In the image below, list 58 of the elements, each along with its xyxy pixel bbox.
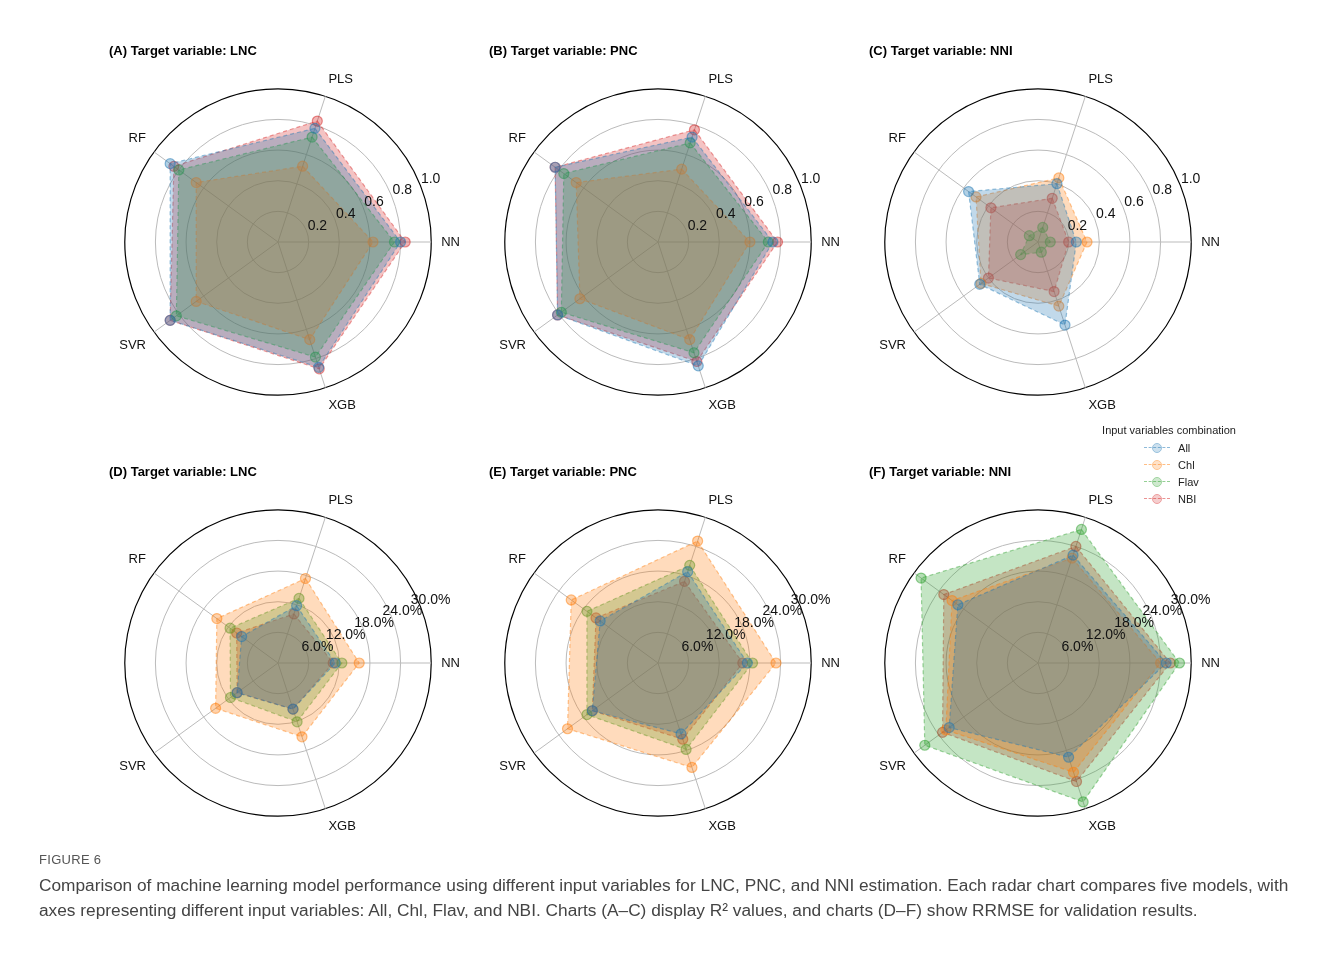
y-tick-label: 0.2 [307, 216, 328, 233]
y-tick-label: 0.6 [364, 193, 384, 210]
spoke-label: XGB [328, 817, 356, 833]
y-tick-label: 0.8 [1152, 181, 1173, 198]
legend-label: Flav [1178, 475, 1199, 488]
spoke-label: XGB [1088, 817, 1116, 833]
spoke-label: SVR [879, 758, 906, 774]
y-tick-label: 0.4 [715, 204, 736, 221]
spoke-label: RF [508, 129, 526, 145]
spoke-label: RF [128, 550, 146, 566]
spoke-label: PLS [1088, 491, 1114, 507]
text: Comparison of machine learning model performance using different input variables for LNC, PNC, and NNI estimation. Each radar chart compares five models, with axes representing different input variables: All, Chl, Flav, and NBI. Charts (A–C) display R² values, and charts (D–F) show RRMSE for validation results. [39, 874, 1289, 922]
y-tick-label: 0.6 [744, 193, 764, 210]
spoke-label: PLS [1088, 70, 1114, 86]
spoke-label: RF [888, 129, 906, 145]
y-tick-label: 0.6 [1124, 193, 1144, 210]
spoke-label: PLS [328, 491, 354, 507]
y-tick-label: 0.8 [392, 181, 413, 198]
spoke-label: RF [508, 550, 526, 566]
y-tick-label: 0.2 [687, 216, 708, 233]
y-tick-label: 1.0 [800, 169, 821, 186]
legend-label: All [1178, 441, 1191, 454]
y-tick-label: 1.0 [420, 169, 441, 186]
spoke-label: RF [128, 129, 146, 145]
spoke-label: NN [821, 233, 840, 249]
chart-title: (C) Target variable: NNI [869, 43, 1013, 59]
y-tick-label: 0.4 [335, 204, 356, 221]
legend-label: NBI [1178, 492, 1197, 505]
legend-title: Input variables combination [1102, 424, 1236, 436]
spoke-label: PLS [328, 70, 354, 86]
chart-title: (A) Target variable: LNC [109, 43, 258, 59]
y-tick-label: 0.2 [1067, 216, 1088, 233]
spoke-label: NN [441, 233, 460, 249]
chart-title: (F) Target variable: NNI [869, 464, 1012, 480]
spoke-label: NN [821, 654, 840, 670]
chart-title: (B) Target variable: PNC [489, 43, 639, 59]
spoke-label: XGB [328, 396, 356, 412]
spoke-label: PLS [708, 70, 734, 86]
spoke-label: XGB [708, 396, 736, 412]
caption: FIGURE 6 [39, 852, 103, 867]
chart-title: (E) Target variable: PNC [489, 464, 638, 480]
spoke-label: SVR [119, 337, 146, 353]
y-tick-label: 0.4 [1095, 204, 1116, 221]
y-tick-label: 0.8 [772, 181, 793, 198]
spoke-label: SVR [879, 337, 906, 353]
spoke-label: SVR [499, 337, 526, 353]
legend-label: Chl [1178, 458, 1195, 471]
spoke-label: PLS [708, 491, 734, 507]
spoke-label: SVR [119, 758, 146, 774]
spoke-label: NN [1201, 233, 1220, 249]
spoke-label: SVR [499, 758, 526, 774]
spoke-label: NN [1201, 654, 1220, 670]
spoke-label: RF [888, 550, 906, 566]
spoke-label: XGB [708, 817, 736, 833]
spoke-label: NN [441, 654, 460, 670]
spoke-label: XGB [1088, 396, 1116, 412]
chart-title: (D) Target variable: LNC [109, 464, 258, 480]
y-tick-label: 1.0 [1180, 169, 1201, 186]
